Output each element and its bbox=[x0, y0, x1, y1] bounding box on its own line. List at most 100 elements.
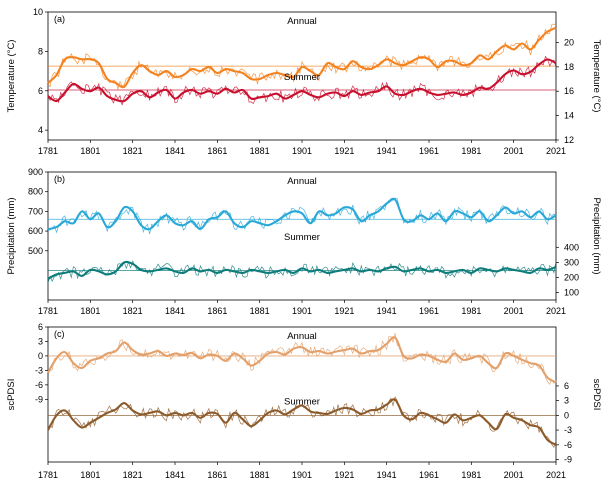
y-left-tick-label: 10 bbox=[33, 7, 43, 17]
y-left-tick-label: 700 bbox=[28, 206, 43, 216]
x-tick-label: 1841 bbox=[165, 470, 185, 480]
annual-raw-line bbox=[47, 260, 557, 284]
y-right-tick-label: 6 bbox=[564, 381, 569, 391]
x-tick-label: 1861 bbox=[207, 146, 227, 156]
annual-raw-line bbox=[47, 197, 557, 235]
y-left-tick-label: 8 bbox=[38, 46, 43, 56]
x-tick-label: 2021 bbox=[546, 146, 566, 156]
y-left-tick-label: 500 bbox=[28, 246, 43, 256]
x-tick-label: 1821 bbox=[123, 146, 143, 156]
x-tick-label: 1981 bbox=[461, 470, 481, 480]
y-right-tick-label: 200 bbox=[564, 272, 579, 282]
smoothed-line bbox=[47, 26, 557, 89]
y-right-tick-label: -9 bbox=[564, 455, 572, 465]
x-tick-label: 2001 bbox=[504, 146, 524, 156]
x-tick-label: 1941 bbox=[377, 470, 397, 480]
smoothed-line bbox=[47, 197, 557, 231]
x-tick-label: 1901 bbox=[292, 146, 312, 156]
series-annual: Annual bbox=[47, 331, 557, 385]
x-tick-label: 2001 bbox=[504, 306, 524, 316]
y-right-axis-label: Temperature (°C) bbox=[591, 40, 602, 113]
x-tick-label: 1841 bbox=[165, 146, 185, 156]
series-summer: Summer bbox=[47, 396, 557, 448]
x-tick-label: 1881 bbox=[250, 146, 270, 156]
series-summer: Summer bbox=[47, 232, 557, 284]
x-tick-label: 1821 bbox=[123, 306, 143, 316]
y-left-tick-label: 800 bbox=[28, 187, 43, 197]
y-right-axis-label: Precipitation (mm) bbox=[591, 197, 602, 274]
smoothed-line bbox=[47, 336, 557, 384]
x-tick-label: 1901 bbox=[292, 470, 312, 480]
x-tick-label: 1981 bbox=[461, 146, 481, 156]
y-right-tick-label: 20 bbox=[564, 37, 574, 47]
annual-raw-line bbox=[47, 55, 557, 106]
y-right-tick-label: 18 bbox=[564, 62, 574, 72]
panel-1: (a) 1781 1801 1821 1841 1861 1881 1901 1921 1941 1… bbox=[6, 7, 602, 156]
x-tick-label: 1881 bbox=[250, 470, 270, 480]
x-tick-label: 1961 bbox=[419, 146, 439, 156]
x-tick-label: 2001 bbox=[504, 470, 524, 480]
series-annual: Annual bbox=[47, 16, 557, 91]
x-tick-label: 1821 bbox=[123, 470, 143, 480]
y-left-axis-label: Precipitation (mm) bbox=[6, 197, 17, 274]
y-left-tick-label: 600 bbox=[28, 226, 43, 236]
y-right-tick-label: 16 bbox=[564, 86, 574, 96]
y-right-tick-label: 14 bbox=[564, 111, 574, 121]
x-tick-label: 1881 bbox=[250, 306, 270, 316]
x-tick-label: 1981 bbox=[461, 306, 481, 316]
y-left-tick-label: -9 bbox=[35, 394, 43, 404]
y-left-tick-label: 6 bbox=[38, 86, 43, 96]
x-tick-label: 1961 bbox=[419, 306, 439, 316]
x-tick-label: 1921 bbox=[334, 470, 354, 480]
panel-label: (a) bbox=[54, 14, 65, 24]
x-tick-label: 1901 bbox=[292, 306, 312, 316]
series-label: Summer bbox=[284, 397, 320, 408]
x-tick-label: 1801 bbox=[80, 470, 100, 480]
x-tick-label: 1961 bbox=[419, 470, 439, 480]
series-label: Annual bbox=[287, 176, 317, 187]
x-tick-label: 1781 bbox=[38, 470, 58, 480]
x-tick-label: 2021 bbox=[546, 470, 566, 480]
x-tick-label: 1781 bbox=[38, 306, 58, 316]
y-right-tick-label: -3 bbox=[564, 425, 572, 435]
y-left-tick-label: 3 bbox=[38, 336, 43, 346]
panel-2: (b) 1781 1801 1821 1841 1861 1881 1901 1921 1941 1… bbox=[6, 167, 602, 316]
x-tick-label: 1781 bbox=[38, 146, 58, 156]
y-right-tick-label: 300 bbox=[564, 257, 579, 267]
y-left-tick-label: 6 bbox=[38, 322, 43, 332]
x-tick-label: 1861 bbox=[207, 470, 227, 480]
y-left-axis-label: Temperature (°C) bbox=[6, 40, 17, 113]
series-label: Summer bbox=[284, 232, 320, 243]
panel-label: (b) bbox=[54, 174, 65, 184]
x-tick-label: 2021 bbox=[546, 306, 566, 316]
x-tick-label: 1861 bbox=[207, 306, 227, 316]
y-left-tick-label: 0 bbox=[38, 351, 43, 361]
y-right-tick-label: 12 bbox=[564, 135, 574, 145]
y-left-axis-label: scPDSI bbox=[6, 379, 17, 411]
y-right-tick-label: 0 bbox=[564, 410, 569, 420]
x-tick-label: 1941 bbox=[377, 146, 397, 156]
smoothed-line bbox=[47, 58, 557, 103]
y-right-tick-label: 3 bbox=[564, 396, 569, 406]
y-left-tick-label: -6 bbox=[35, 380, 43, 390]
y-right-tick-label: -6 bbox=[564, 440, 572, 450]
series-label: Annual bbox=[287, 16, 317, 27]
series-annual: Annual bbox=[47, 176, 557, 235]
x-tick-label: 1801 bbox=[80, 146, 100, 156]
panel-3: (c) 1781 1801 1821 1841 1861 1881 1901 1921 1941 1… bbox=[6, 322, 602, 480]
panel-label: (c) bbox=[54, 329, 65, 339]
y-left-tick-label: 4 bbox=[38, 125, 43, 135]
y-right-tick-label: 100 bbox=[564, 287, 579, 297]
series-summer: Summer bbox=[47, 55, 557, 106]
series-label: Annual bbox=[287, 331, 317, 342]
x-tick-label: 1921 bbox=[334, 146, 354, 156]
smoothed-line bbox=[47, 398, 557, 446]
smoothed-line bbox=[47, 260, 557, 280]
x-tick-label: 1941 bbox=[377, 306, 397, 316]
x-tick-label: 1801 bbox=[80, 306, 100, 316]
y-right-axis-label: scPDSI bbox=[591, 379, 602, 411]
y-left-tick-label: -3 bbox=[35, 365, 43, 375]
x-tick-label: 1841 bbox=[165, 306, 185, 316]
y-left-tick-label: 900 bbox=[28, 167, 43, 177]
